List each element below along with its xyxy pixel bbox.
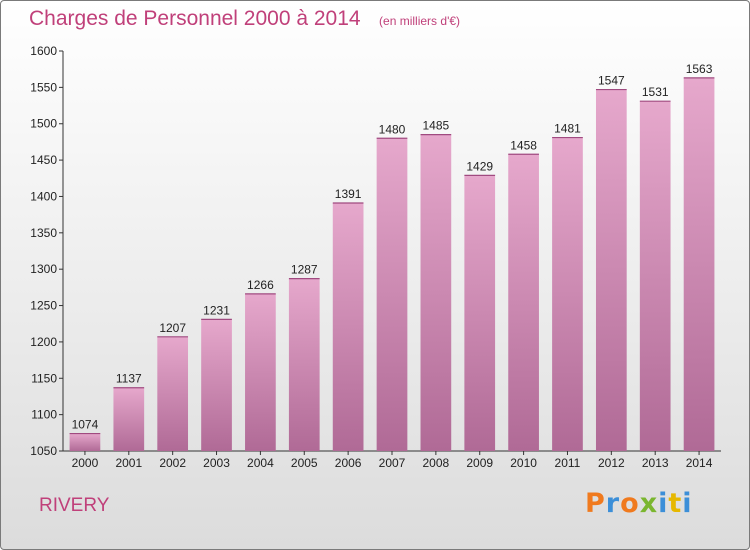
y-tick-label: 1300 — [30, 262, 57, 276]
bar-value-label: 1480 — [379, 122, 406, 136]
bar-value-label: 1485 — [423, 119, 450, 133]
y-tick-label: 1400 — [30, 189, 57, 203]
y-tick-label: 1250 — [30, 299, 57, 313]
logo-letter: P — [585, 488, 606, 519]
bar — [288, 278, 320, 451]
bar-value-label: 1266 — [247, 278, 274, 292]
title-row: Charges de Personnel 2000 à 2014 (en mil… — [29, 7, 460, 31]
bar — [113, 387, 145, 451]
bar — [464, 175, 496, 451]
y-tick-label: 1350 — [30, 226, 57, 240]
chart-title: Charges de Personnel 2000 à 2014 — [29, 7, 361, 30]
place-name: RIVERY — [39, 495, 110, 516]
chart-subtitle: (en milliers d'€) — [379, 14, 461, 28]
bar-value-label: 1287 — [291, 263, 318, 277]
bar — [376, 138, 408, 452]
bar-value-label: 1074 — [72, 418, 99, 432]
y-tick-label: 1500 — [30, 117, 57, 131]
logo-letter: r — [605, 488, 621, 519]
x-tick-label: 2005 — [291, 456, 318, 470]
x-tick-label: 2000 — [72, 456, 99, 470]
logo-letter: o — [620, 488, 640, 519]
bar-value-label: 1547 — [598, 74, 625, 88]
x-tick-label: 2008 — [423, 456, 450, 470]
bar-value-label: 1531 — [642, 85, 669, 99]
x-tick-label: 2014 — [686, 456, 713, 470]
y-tick-label: 1450 — [30, 153, 57, 167]
y-tick-label: 1550 — [30, 80, 57, 94]
y-tick-label: 1200 — [30, 335, 57, 349]
y-tick-label: 1600 — [30, 44, 57, 58]
bar — [508, 154, 539, 452]
x-tick-label: 2004 — [247, 456, 274, 470]
x-tick-label: 2013 — [642, 456, 669, 470]
x-tick-label: 2003 — [203, 456, 230, 470]
bar — [332, 203, 364, 451]
proxiti-logo: Proxiti — [585, 488, 693, 519]
logo-letter: i — [682, 488, 693, 519]
bars: 1074 1137 1207 1231 1266 1287 1391 1480 1485 1429… — [69, 62, 715, 452]
bar-value-label: 1391 — [335, 187, 362, 201]
x-tick-label: 2011 — [555, 456, 581, 470]
bar-value-label: 1207 — [159, 321, 186, 335]
y-tick-label: 1150 — [31, 371, 57, 385]
x-tick-label: 2010 — [510, 456, 537, 470]
bar — [69, 433, 101, 451]
x-tick-label: 2007 — [379, 456, 406, 470]
bar-value-label: 1137 — [116, 372, 142, 386]
bar — [683, 77, 715, 451]
bar — [245, 293, 276, 451]
x-tick-label: 2009 — [466, 456, 493, 470]
bar — [595, 89, 627, 451]
bar — [639, 101, 671, 451]
bar-value-label: 1231 — [203, 303, 230, 317]
bar-value-label: 1458 — [510, 138, 537, 152]
y-tick-label: 1050 — [30, 444, 57, 458]
x-tick-label: 2012 — [598, 456, 625, 470]
logo-letter: t — [668, 488, 683, 519]
x-tick-label: 2001 — [115, 456, 142, 470]
bar — [157, 336, 189, 451]
bar — [201, 319, 232, 451]
x-tick-label: 2002 — [159, 456, 186, 470]
bar — [420, 134, 452, 452]
logo-letter: x — [639, 488, 659, 519]
bar-value-label: 1481 — [554, 122, 581, 136]
logo-letter: i — [658, 488, 669, 519]
y-tick-label: 1100 — [31, 408, 57, 422]
bar-value-label: 1429 — [466, 159, 493, 173]
bar — [552, 137, 583, 451]
bar-value-label: 1563 — [686, 62, 713, 76]
x-tick-label: 2006 — [335, 456, 362, 470]
